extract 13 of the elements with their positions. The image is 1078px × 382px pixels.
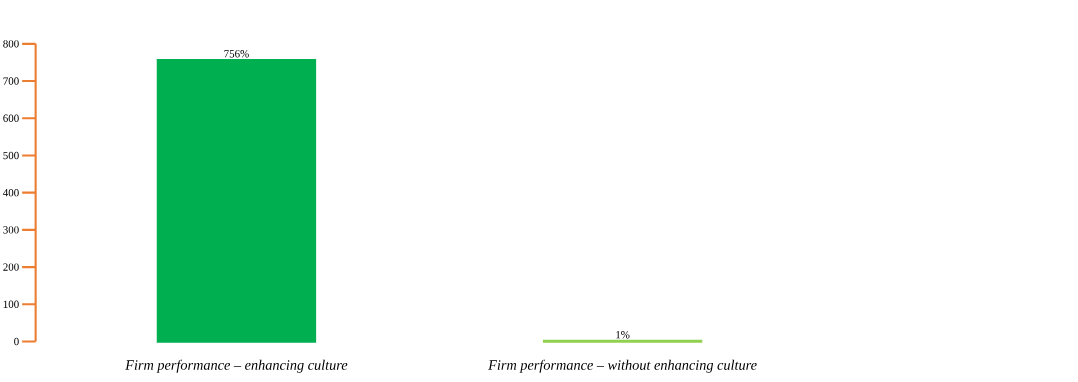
y-tick-label: 700 [3, 77, 19, 85]
y-tick-label: 200 [3, 263, 19, 271]
x-tick-label: Firm performance – enhancing culture [125, 359, 348, 373]
y-tick-label: 0 [14, 337, 19, 346]
x-tick-label: Firm performance – without enhancing culture [488, 359, 757, 373]
data-label: 1% [616, 331, 630, 339]
y-tick-label: 800 [3, 40, 19, 48]
data-label: 756% [224, 50, 249, 58]
y-tick-label: 500 [3, 151, 19, 160]
y-tick-label: 600 [3, 114, 19, 122]
y-tick-label: 300 [3, 226, 19, 234]
y-tick-label: 400 [3, 188, 19, 197]
y-tick-label: 100 [3, 300, 19, 308]
